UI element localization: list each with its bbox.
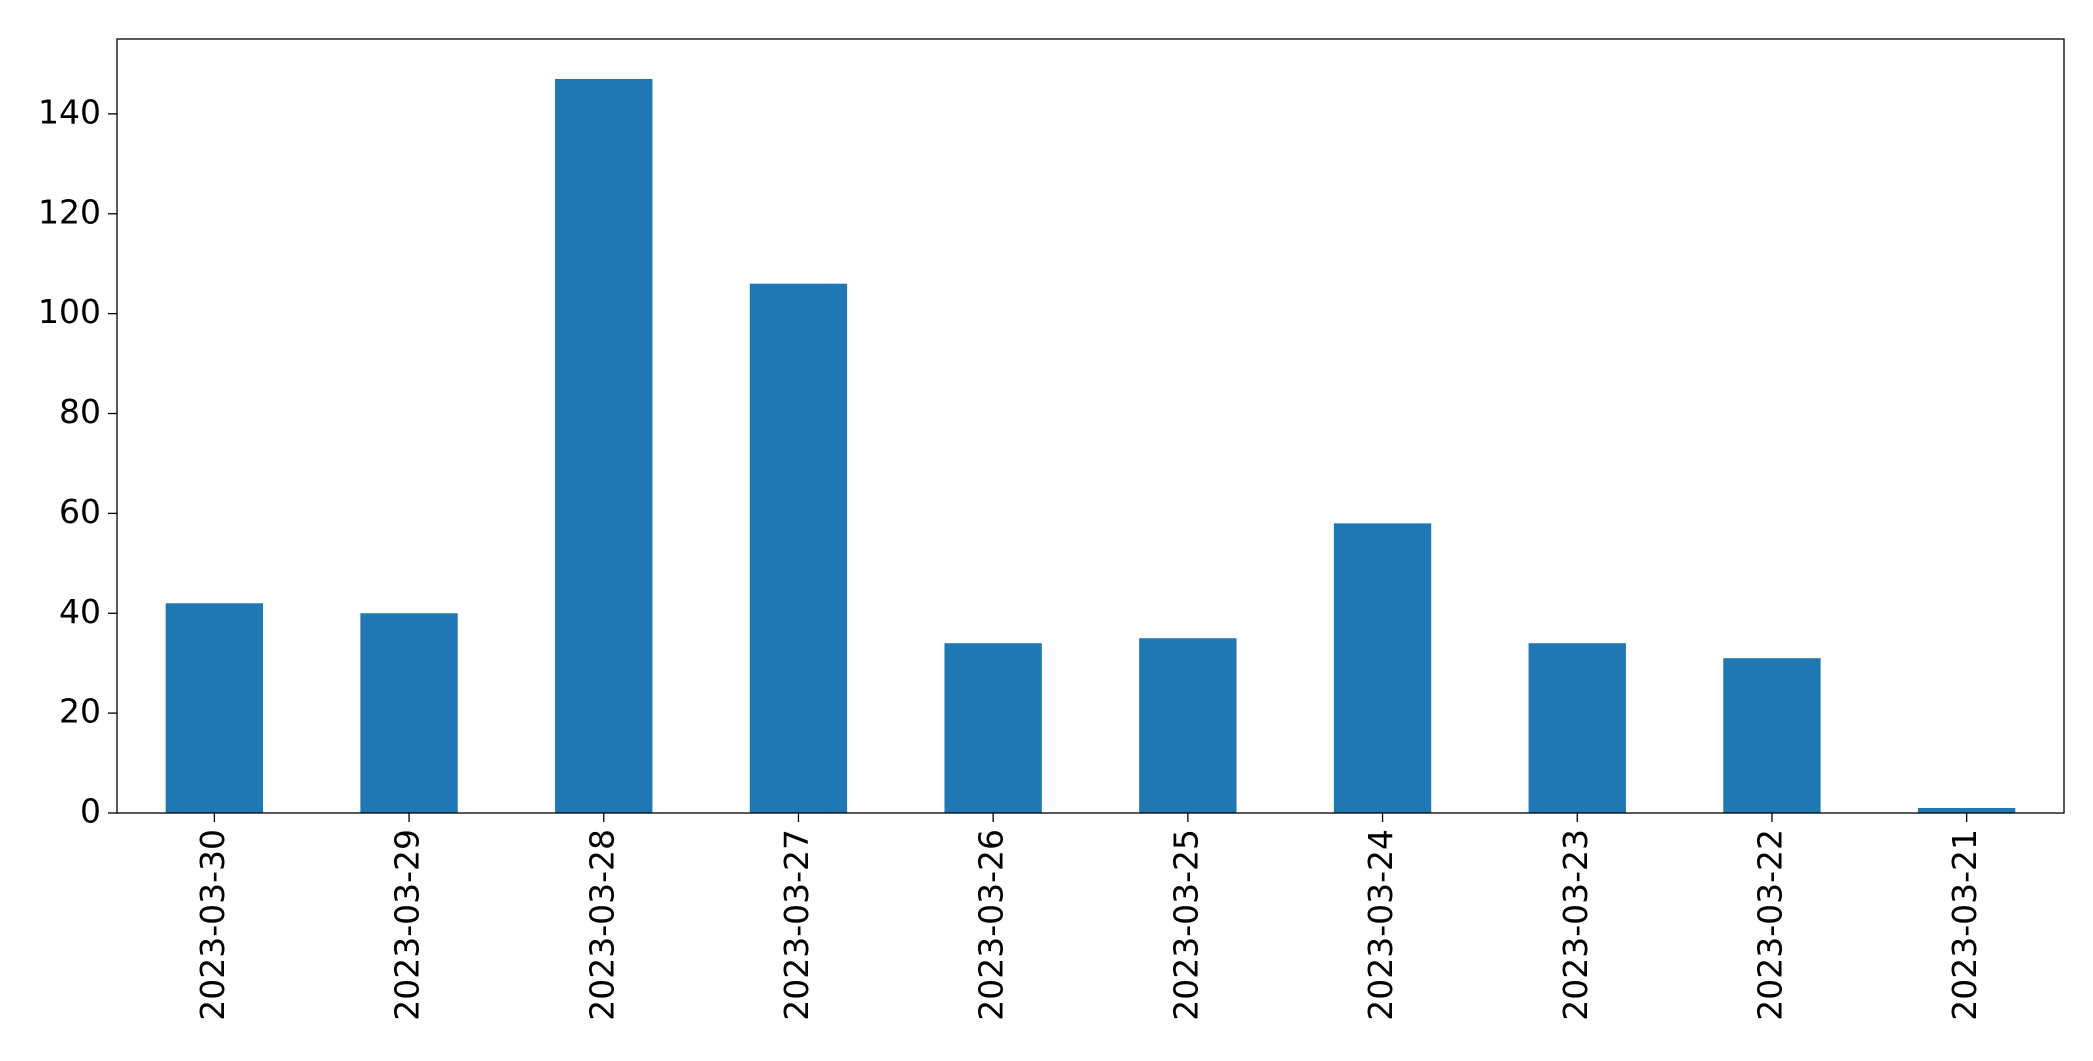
y-tick-label: 120 xyxy=(38,192,101,231)
bar xyxy=(1917,808,2016,813)
y-tick-label: 100 xyxy=(38,292,101,331)
plot-frame xyxy=(116,38,2065,814)
x-tick-label: 2023-03-26 xyxy=(972,829,1011,1021)
x-tick-label: 2023-03-24 xyxy=(1361,829,1400,1021)
y-tick-label: 0 xyxy=(80,792,101,831)
x-tick-label: 2023-03-25 xyxy=(1166,829,1205,1021)
x-tick-label: 2023-03-23 xyxy=(1556,829,1595,1021)
bar xyxy=(360,613,458,813)
bar xyxy=(165,603,264,813)
bar xyxy=(1139,638,1237,813)
bar xyxy=(1333,523,1432,813)
bar xyxy=(555,78,653,814)
x-tick-label: 2023-03-28 xyxy=(582,829,621,1021)
y-tick-label: 60 xyxy=(59,492,101,531)
x-tick-label: 2023-03-29 xyxy=(388,829,427,1021)
y-tick-label: 20 xyxy=(59,692,101,731)
x-tick-label: 2023-03-27 xyxy=(777,829,816,1021)
bar xyxy=(1528,643,1626,813)
x-tick-label: 2023-03-21 xyxy=(1945,829,1984,1021)
x-tick-label: 2023-03-22 xyxy=(1750,829,1789,1021)
bar xyxy=(749,283,848,814)
bar xyxy=(944,643,1042,813)
y-tick-label: 140 xyxy=(38,92,101,131)
x-tick-label: 2023-03-30 xyxy=(193,829,232,1021)
y-tick-label: 40 xyxy=(59,592,101,631)
y-tick-label: 80 xyxy=(59,392,101,431)
bar xyxy=(1723,658,1821,813)
